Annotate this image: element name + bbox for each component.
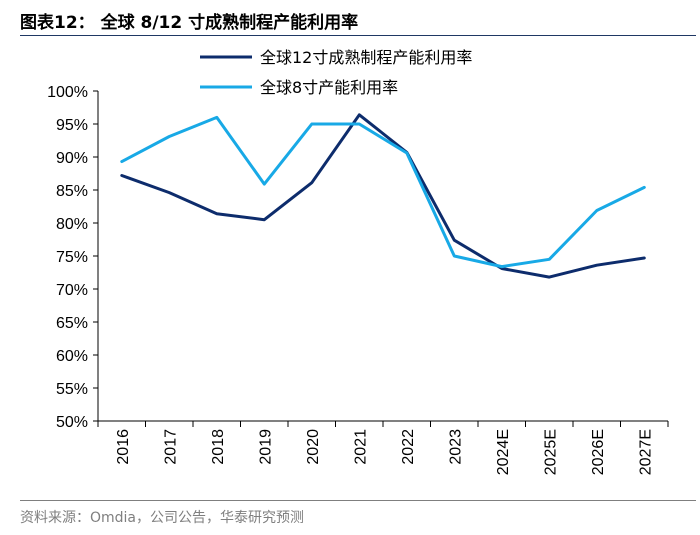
y-tick-label: 90% (56, 150, 88, 167)
legend-label: 全球8寸产能利用率 (260, 78, 398, 97)
y-tick-label: 50% (56, 414, 88, 431)
x-tick-label: 2020 (305, 429, 322, 465)
x-tick-label: 2025E (542, 429, 559, 475)
y-tick-label: 95% (56, 117, 88, 134)
y-tick-label: 100% (47, 84, 88, 101)
legend-label: 全球12寸成熟制程产能利用率 (260, 48, 472, 67)
y-tick-label: 80% (56, 216, 88, 233)
source-divider (20, 500, 696, 501)
x-tick-label: 2018 (210, 429, 227, 465)
y-tick-label: 55% (56, 381, 88, 398)
x-tick-label: 2026E (590, 429, 607, 475)
y-axis: 50% 55% 60% 65% 70% 75% 80% 85% 90% 95% 100% (47, 84, 99, 431)
x-tick-label: 2019 (257, 429, 274, 465)
series-line-12inch (120, 113, 646, 279)
series-line-8inch (120, 115, 646, 269)
figure-title: 图表12： 全球 8/12 寸成熟制程产能利用率 (20, 13, 359, 33)
y-tick-label: 70% (56, 282, 88, 299)
y-tick-label: 65% (56, 315, 88, 332)
series-group (120, 113, 646, 279)
x-tick-label: 2023 (447, 429, 464, 465)
x-tick-label: 2021 (352, 429, 369, 465)
source-note: 资料来源：Omdia，公司公告，华泰研究预测 (20, 510, 305, 526)
x-tick-label: 2022 (400, 429, 417, 465)
x-tick-label: 2017 (162, 429, 179, 465)
x-axis: 2016 2017 2018 2019 2020 2021 2022 2023 2024E 202… (97, 420, 669, 475)
x-tick-label: 2016 (115, 429, 132, 465)
y-tick-label: 85% (56, 183, 88, 200)
title-divider (20, 35, 696, 36)
x-tick-label: 2027E (637, 429, 654, 475)
y-tick-label: 75% (56, 249, 88, 266)
x-tick-label: 2024E (495, 429, 512, 475)
y-tick-label: 60% (56, 348, 88, 365)
